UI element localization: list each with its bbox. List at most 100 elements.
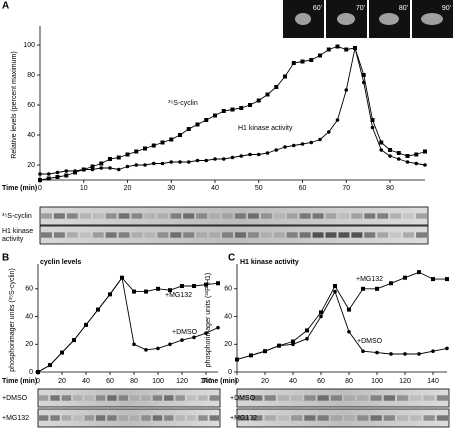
gel-band: [152, 415, 163, 421]
gel-band: [92, 232, 104, 238]
gel-band: [95, 395, 106, 401]
series-label: ³⁵S-cyclin: [168, 100, 198, 107]
data-point: [180, 338, 184, 342]
gel-band: [238, 415, 250, 421]
data-point: [230, 155, 235, 160]
data-point: [64, 173, 69, 178]
gel-band: [351, 213, 363, 219]
gel-band: [423, 395, 435, 401]
gel-band: [397, 395, 409, 401]
series-line: [37, 276, 219, 373]
data-point: [414, 161, 419, 166]
gel-band: [61, 395, 72, 401]
gel-lane-strip: [236, 388, 450, 408]
data-point: [405, 154, 410, 158]
gel-band: [50, 395, 60, 401]
data-point: [134, 149, 139, 154]
series-label: +MG132: [356, 276, 383, 283]
gel-band: [152, 395, 163, 401]
data-point: [84, 323, 88, 327]
data-point: [160, 161, 165, 166]
gel-band: [196, 213, 208, 219]
data-point: [335, 118, 340, 122]
gel-band: [209, 232, 221, 238]
gel-label: +MG132: [230, 415, 257, 422]
gel-lane-strip: [39, 225, 429, 245]
data-point: [423, 149, 427, 154]
gel-band: [403, 232, 415, 238]
gel-band: [436, 395, 448, 401]
data-point: [319, 310, 323, 315]
gel-band: [357, 415, 369, 421]
data-point: [134, 163, 139, 167]
y-tick-label: 0: [29, 369, 33, 376]
gel-band: [383, 395, 395, 401]
gel-band: [377, 232, 389, 238]
micrograph-label: 80': [399, 5, 408, 12]
x-tick-label: 40: [289, 378, 297, 385]
data-point: [370, 125, 375, 130]
gel-label: H1 kinase: [2, 228, 33, 235]
micrograph-cell: [379, 13, 399, 25]
x-tick-label: 50: [255, 185, 263, 192]
data-point: [309, 140, 314, 145]
y-axis-label: Relative levels (percent maximum): [11, 51, 18, 158]
gel-band: [403, 213, 415, 219]
x-tick-label: 80: [130, 378, 138, 385]
data-point: [388, 148, 392, 152]
data-point: [403, 352, 407, 356]
data-point: [318, 137, 322, 142]
gel-band: [41, 232, 52, 238]
data-point: [116, 167, 121, 172]
data-point: [379, 148, 384, 152]
data-point: [239, 154, 244, 158]
gel-band: [157, 232, 169, 238]
gel-band: [397, 415, 409, 421]
gel-band: [251, 395, 263, 401]
data-point: [213, 157, 217, 161]
data-point: [125, 164, 130, 169]
gel-band: [312, 213, 324, 219]
data-point: [204, 158, 209, 163]
gel-band: [325, 213, 337, 219]
gel-label: +DMSO: [230, 395, 256, 402]
data-point: [38, 172, 42, 176]
data-point: [213, 113, 217, 118]
data-point: [248, 152, 252, 157]
gel-band: [264, 415, 276, 421]
gel-band: [273, 232, 285, 238]
data-point: [326, 130, 331, 134]
gel-band: [291, 415, 303, 421]
data-point: [221, 109, 226, 113]
gel-band: [344, 395, 356, 401]
y-tick-label: 20: [25, 341, 33, 348]
x-tick-label: 0: [235, 378, 239, 385]
x-tick-label: 0: [38, 185, 42, 192]
data-point: [265, 151, 270, 155]
data-point: [403, 275, 407, 280]
x-tick-label: 100: [152, 378, 164, 385]
gel-band: [344, 415, 356, 421]
gel-band: [436, 415, 448, 421]
data-point: [274, 85, 279, 89]
gel-band: [370, 415, 382, 421]
gel-band: [383, 415, 395, 421]
gel-band: [273, 213, 285, 219]
data-point: [73, 169, 77, 173]
data-point: [72, 338, 76, 342]
data-point: [319, 314, 323, 319]
data-point: [445, 277, 449, 282]
micrograph-cell: [337, 13, 355, 25]
series-line: [236, 271, 447, 360]
gel-band: [209, 395, 219, 401]
data-point: [192, 335, 196, 340]
gel-band: [144, 213, 156, 219]
data-point: [36, 370, 40, 374]
gel-band: [317, 415, 329, 421]
gel-band: [105, 232, 117, 238]
data-point: [178, 133, 182, 137]
x-tick-label: 20: [261, 378, 269, 385]
data-point: [256, 98, 261, 103]
y-tick-label: 0: [228, 369, 232, 376]
gel-band: [304, 395, 316, 401]
